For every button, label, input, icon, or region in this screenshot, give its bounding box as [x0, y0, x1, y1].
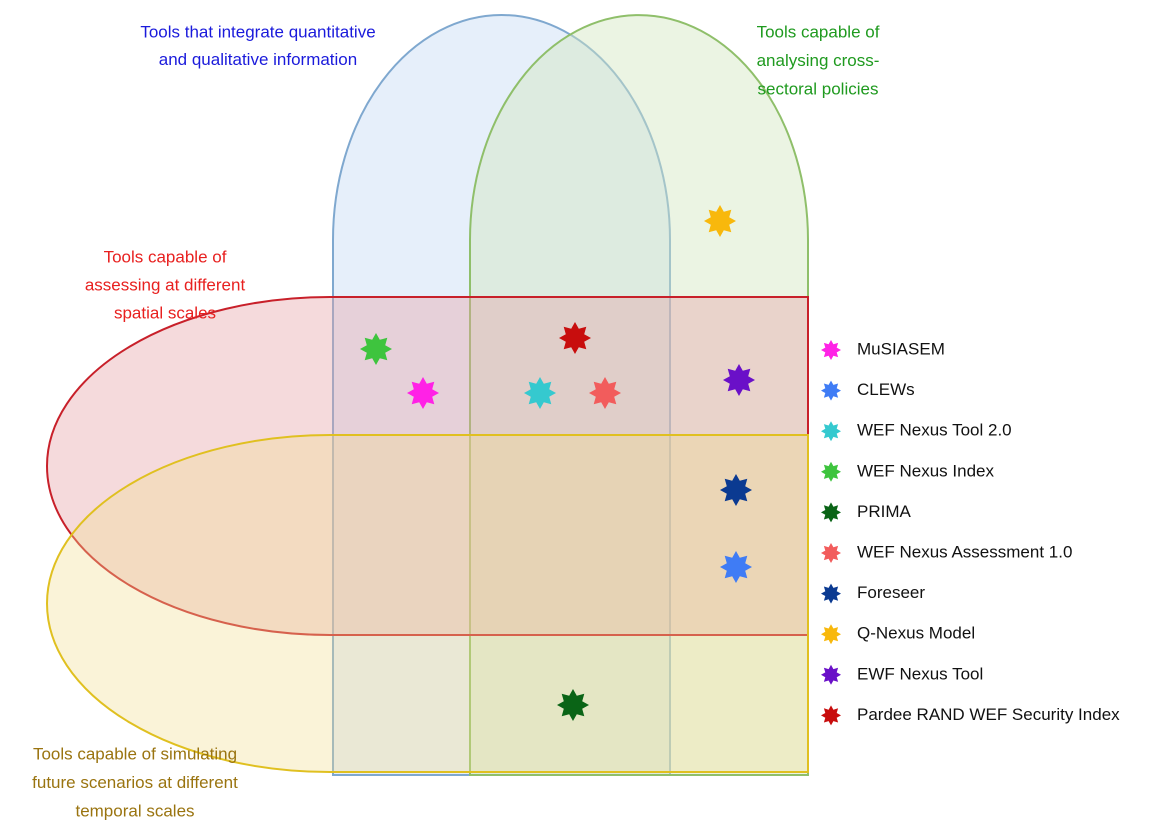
legend-marker: [821, 705, 841, 726]
set-region-spatial: [46, 296, 809, 636]
legend-marker: [821, 543, 841, 563]
set-label: Tools capable of simulating: [33, 744, 237, 763]
set-label: assessing at different: [85, 275, 246, 294]
legend-marker: [821, 421, 841, 442]
legend-label: Q-Nexus Model: [857, 624, 975, 643]
set-region-temporal: [46, 434, 809, 773]
set-region-quant-qual: [332, 14, 671, 776]
tool-marker: [720, 474, 752, 506]
set-label: spatial scales: [114, 303, 216, 322]
legend-label: WEF Nexus Assessment 1.0: [857, 542, 1072, 561]
set-label: Tools capable of: [757, 22, 880, 41]
legend-label: WEF Nexus Tool 2.0: [857, 421, 1012, 440]
tool-marker: [559, 322, 591, 354]
legend-marker: [821, 340, 841, 360]
set-label: and qualitative information: [159, 50, 357, 69]
legend-marker: [821, 664, 841, 685]
tool-marker: [557, 689, 589, 721]
set-label: future scenarios at different: [32, 773, 238, 792]
legend-label: Pardee RAND WEF Security Index: [857, 705, 1120, 724]
tool-marker: [524, 377, 556, 409]
tool-marker: [720, 551, 752, 583]
legend-marker: [821, 502, 841, 523]
tool-marker: [723, 364, 755, 396]
legend-marker: [821, 624, 841, 645]
legend-label: EWF Nexus Tool: [857, 664, 983, 683]
set-label: temporal scales: [75, 801, 194, 820]
legend-label: CLEWs: [857, 380, 915, 399]
tool-marker: [360, 333, 392, 365]
tool-marker: [407, 377, 439, 409]
set-label: analysing cross-: [757, 51, 880, 70]
legend-marker: [821, 380, 841, 401]
legend-label: WEF Nexus Index: [857, 461, 994, 480]
set-label: Tools that integrate quantitative: [140, 22, 375, 41]
set-label: Tools capable of: [104, 247, 227, 266]
legend-marker: [821, 461, 841, 482]
tool-marker: [589, 377, 621, 409]
tool-marker: [704, 205, 736, 237]
legend-label: PRIMA: [857, 502, 912, 521]
legend-label: MuSIASEM: [857, 339, 945, 358]
set-label: sectoral policies: [758, 79, 879, 98]
set-region-cross-sectoral: [469, 14, 809, 776]
legend-marker: [821, 583, 841, 604]
legend-label: Foreseer: [857, 583, 925, 602]
